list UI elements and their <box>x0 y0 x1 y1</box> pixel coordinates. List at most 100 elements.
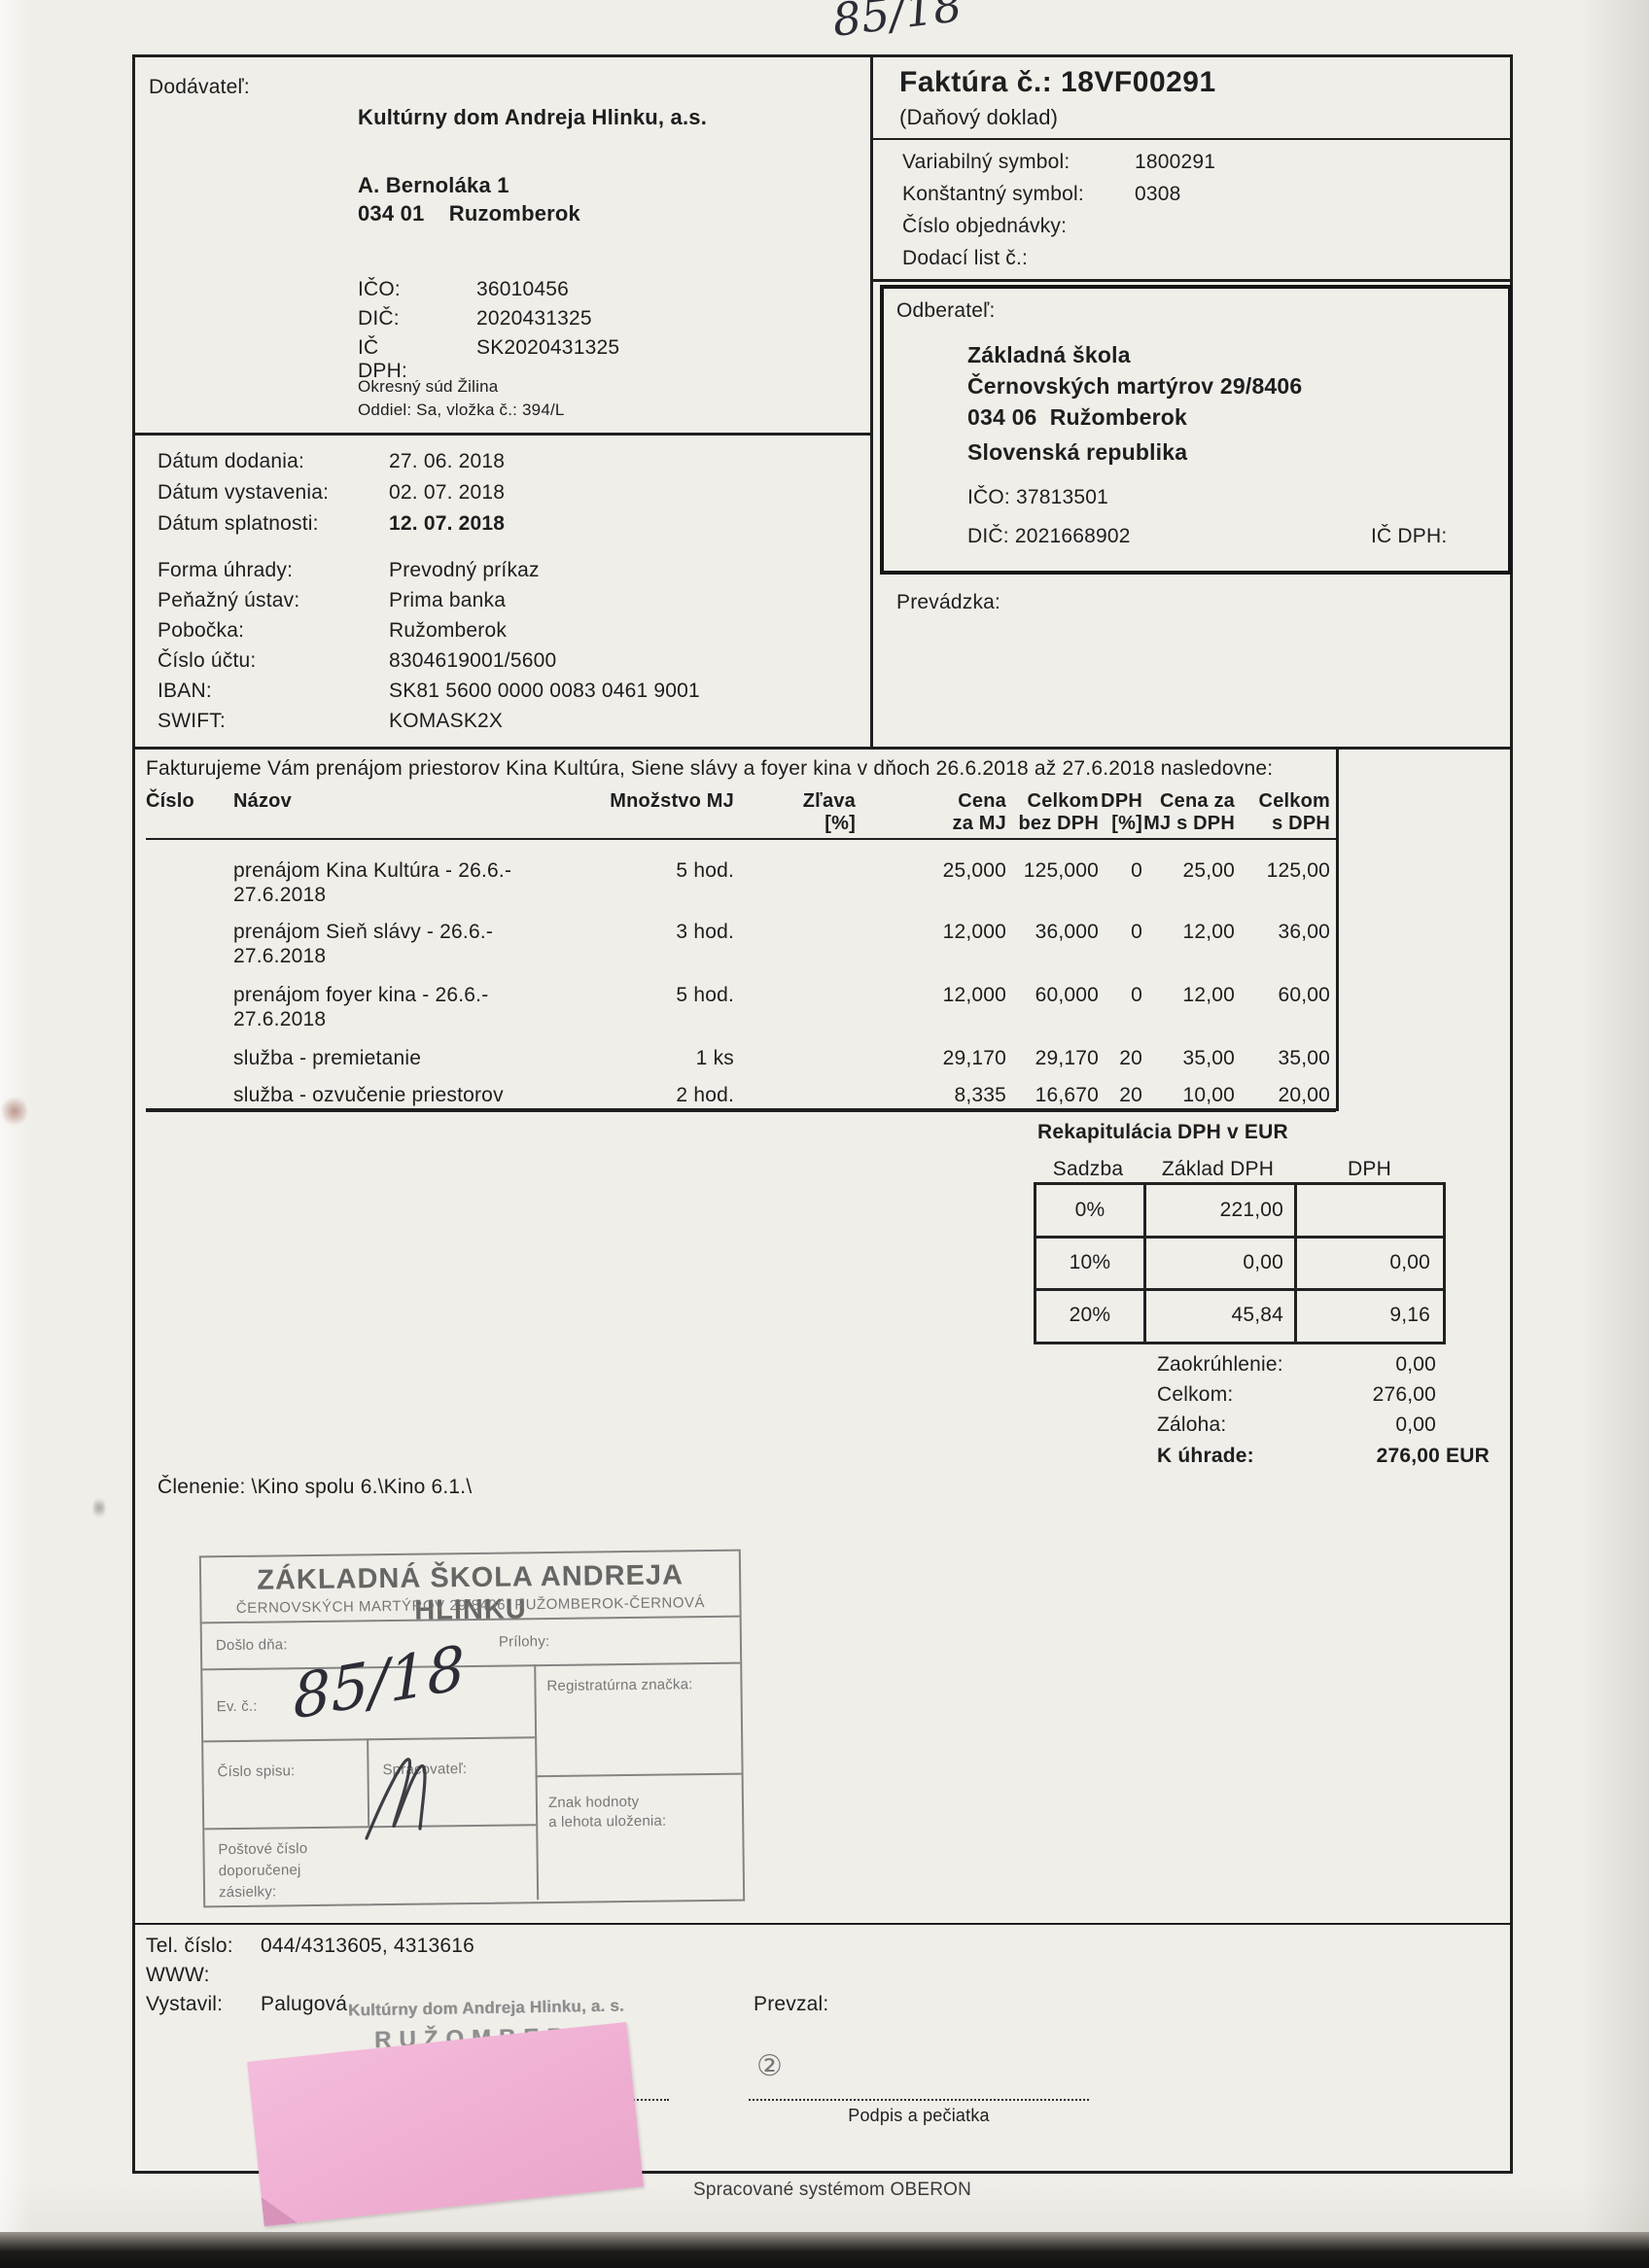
stamp-znak-label-2: a lehota uloženia: <box>548 1812 667 1832</box>
invoice-header-divider-line <box>870 138 1513 140</box>
stamp-line <box>534 1664 540 1901</box>
vat-table-rowline <box>1036 1236 1443 1239</box>
customer-country: Slovenská republika <box>967 439 1188 465</box>
stamp-reg-label: Registratúrna značka: <box>546 1676 693 1695</box>
col-zlava: Zľava <box>802 790 856 812</box>
col-cena-s-dph-2: MJ s DPH <box>1143 813 1235 834</box>
vat-vat-cell: 0,00 <box>1389 1251 1430 1274</box>
footer-top-line <box>132 1923 1513 1925</box>
customer-name: Základná škola <box>967 342 1131 367</box>
item-unit-price-gross: 25,00 <box>1182 859 1235 882</box>
vat-base-cell: 221,00 <box>1219 1199 1283 1221</box>
item-row: prenájom Kina Kultúra - 26.6.- 27.6.2018 … <box>146 858 1330 907</box>
supplier-name: Kultúrny dom Andreja Hlinku, a.s. <box>358 105 708 129</box>
vat-col-base: Základ DPH <box>1161 1158 1275 1180</box>
col-cena-za-mj: Cena <box>958 790 1006 812</box>
item-total-gross: 20,00 <box>1278 1084 1330 1106</box>
item-unit-price: 12,000 <box>942 984 1006 1006</box>
item-discount <box>734 858 856 907</box>
vat-rate-cell: 20% <box>1069 1304 1111 1326</box>
premises-label: Prevádzka: <box>896 591 1001 613</box>
stamp-prilohy-label: Prílohy: <box>498 1633 550 1651</box>
delivery-note-label: Dodací list č.: <box>902 247 1029 269</box>
variable-symbol-value: 1800291 <box>1135 151 1216 173</box>
tel-label: Tel. číslo: <box>146 1935 233 1957</box>
item-vat-rate: 0 <box>1131 984 1142 1006</box>
amount-due-value: 276,00 EUR <box>1376 1445 1490 1467</box>
branch-value: Ružomberok <box>389 619 508 642</box>
item-discount <box>734 1046 856 1070</box>
iban-label: IBAN: <box>158 680 212 702</box>
stamp-znak-label-1: Znak hodnoty <box>547 1793 640 1812</box>
items-intro: Fakturujeme Vám prenájom priestorov Kina… <box>146 757 1274 780</box>
constant-symbol-value: 0308 <box>1135 183 1181 205</box>
vystavil-label: Vystavil: <box>146 1993 224 2015</box>
customer-box <box>880 285 1512 575</box>
deposit-label: Záloha: <box>1157 1413 1227 1436</box>
item-unit-price: 12,000 <box>942 921 1006 943</box>
item-qty: 5 hod. <box>676 859 734 882</box>
item-name: služba - ozvučenie priestorov <box>233 1084 504 1106</box>
item-vat-rate: 20 <box>1119 1047 1142 1069</box>
item-vat-rate: 0 <box>1131 859 1142 882</box>
deposit-value: 0,00 <box>1395 1413 1436 1436</box>
account-value: 8304619001/5600 <box>389 649 557 672</box>
item-vat-rate: 20 <box>1119 1084 1142 1106</box>
signature-line <box>749 2097 1089 2101</box>
col-cislo: Číslo <box>146 790 194 812</box>
date-due-label: Dátum splatnosti: <box>158 512 319 535</box>
date-delivery-value: 27. 06. 2018 <box>389 450 506 472</box>
payment-method-value: Prevodný príkaz <box>389 559 540 581</box>
supplier-label: Dodávateľ: <box>149 76 250 98</box>
rounding-label: Zaokrúhlenie: <box>1157 1353 1283 1376</box>
vat-rate-cell: 0% <box>1074 1199 1105 1221</box>
received-stamp: ZÁKLADNÁ ŠKOLA ANDREJA HLINKU ČERNOVSKÝC… <box>198 1549 746 1908</box>
item-total-gross: 125,00 <box>1266 859 1330 882</box>
item-unit-price-gross: 10,00 <box>1182 1084 1235 1106</box>
item-total-net: 60,000 <box>1035 984 1099 1006</box>
item-unit-price: 25,000 <box>942 859 1006 882</box>
vystavil-value: Palugová <box>261 1993 348 2015</box>
supplier-street: A. Bernoláka 1 <box>358 173 509 197</box>
vat-table-rowline <box>1036 1288 1443 1291</box>
item-unit-price-gross: 12,00 <box>1182 921 1235 943</box>
col-celkom-s-dph-2: s DPH <box>1272 813 1330 834</box>
col-dph-2: [%] <box>1111 813 1142 834</box>
vat-summary-table: 0% 221,00 10% 0,00 0,00 20% 45,84 9,16 <box>1034 1182 1446 1344</box>
supplier-court-line1: Okresný súd Žilina <box>358 377 499 396</box>
supplier-court-line2: Oddiel: Sa, vložka č.: 394/L <box>358 401 565 419</box>
item-row: služba - premietanie 1 ks 29,170 29,170 … <box>146 1046 1330 1070</box>
scan-smudge <box>2 1095 27 1128</box>
invoice-title: Faktúra č.: 18VF00291 <box>899 66 1216 98</box>
frame-bottom-line <box>132 2171 1513 2174</box>
item-name: prenájom Sieň slávy - 26.6.- <box>233 921 494 943</box>
variable-symbol-label: Variabilný symbol: <box>902 151 1070 173</box>
vat-base-cell: 45,84 <box>1231 1304 1283 1326</box>
supplier-dic-value: 2020431325 <box>476 307 592 330</box>
stamp-line <box>535 1772 742 1778</box>
col-celkom-s-dph: Celkom <box>1258 790 1330 812</box>
supplier-dic-label: DIČ: <box>358 307 400 330</box>
items-section-top-line <box>132 747 1513 750</box>
date-issue-value: 02. 07. 2018 <box>389 481 506 504</box>
stamp-line <box>202 1661 741 1671</box>
order-number-label: Číslo objednávky: <box>902 215 1068 237</box>
stamp-post-label-2: doporučenej <box>218 1862 301 1880</box>
frame-right-line <box>1510 54 1513 2174</box>
stamp-spisu-label: Číslo spisu: <box>217 1762 296 1781</box>
stamp-ev-label: Ev. č.: <box>216 1697 258 1716</box>
vat-table-divider <box>1294 1185 1297 1342</box>
item-unit-price: 8,335 <box>954 1084 1006 1106</box>
items-header-underline <box>146 838 1336 840</box>
vat-col-vat: DPH <box>1348 1158 1391 1180</box>
item-unit-price-gross: 12,00 <box>1182 984 1235 1006</box>
prevzal-label: Prevzal: <box>754 1993 829 2015</box>
supplier-icdph-label: IČ DPH: <box>358 336 407 382</box>
vat-base-cell: 0,00 <box>1243 1251 1283 1274</box>
swift-label: SWIFT: <box>158 710 227 732</box>
stamp-post-label-3: zásielky: <box>218 1883 277 1902</box>
signature-caption: Podpis a pečiatka <box>848 2106 990 2125</box>
total-value: 276,00 <box>1372 1383 1436 1406</box>
item-qty: 1 ks <box>695 1047 734 1069</box>
payment-method-label: Forma úhrady: <box>158 559 294 581</box>
